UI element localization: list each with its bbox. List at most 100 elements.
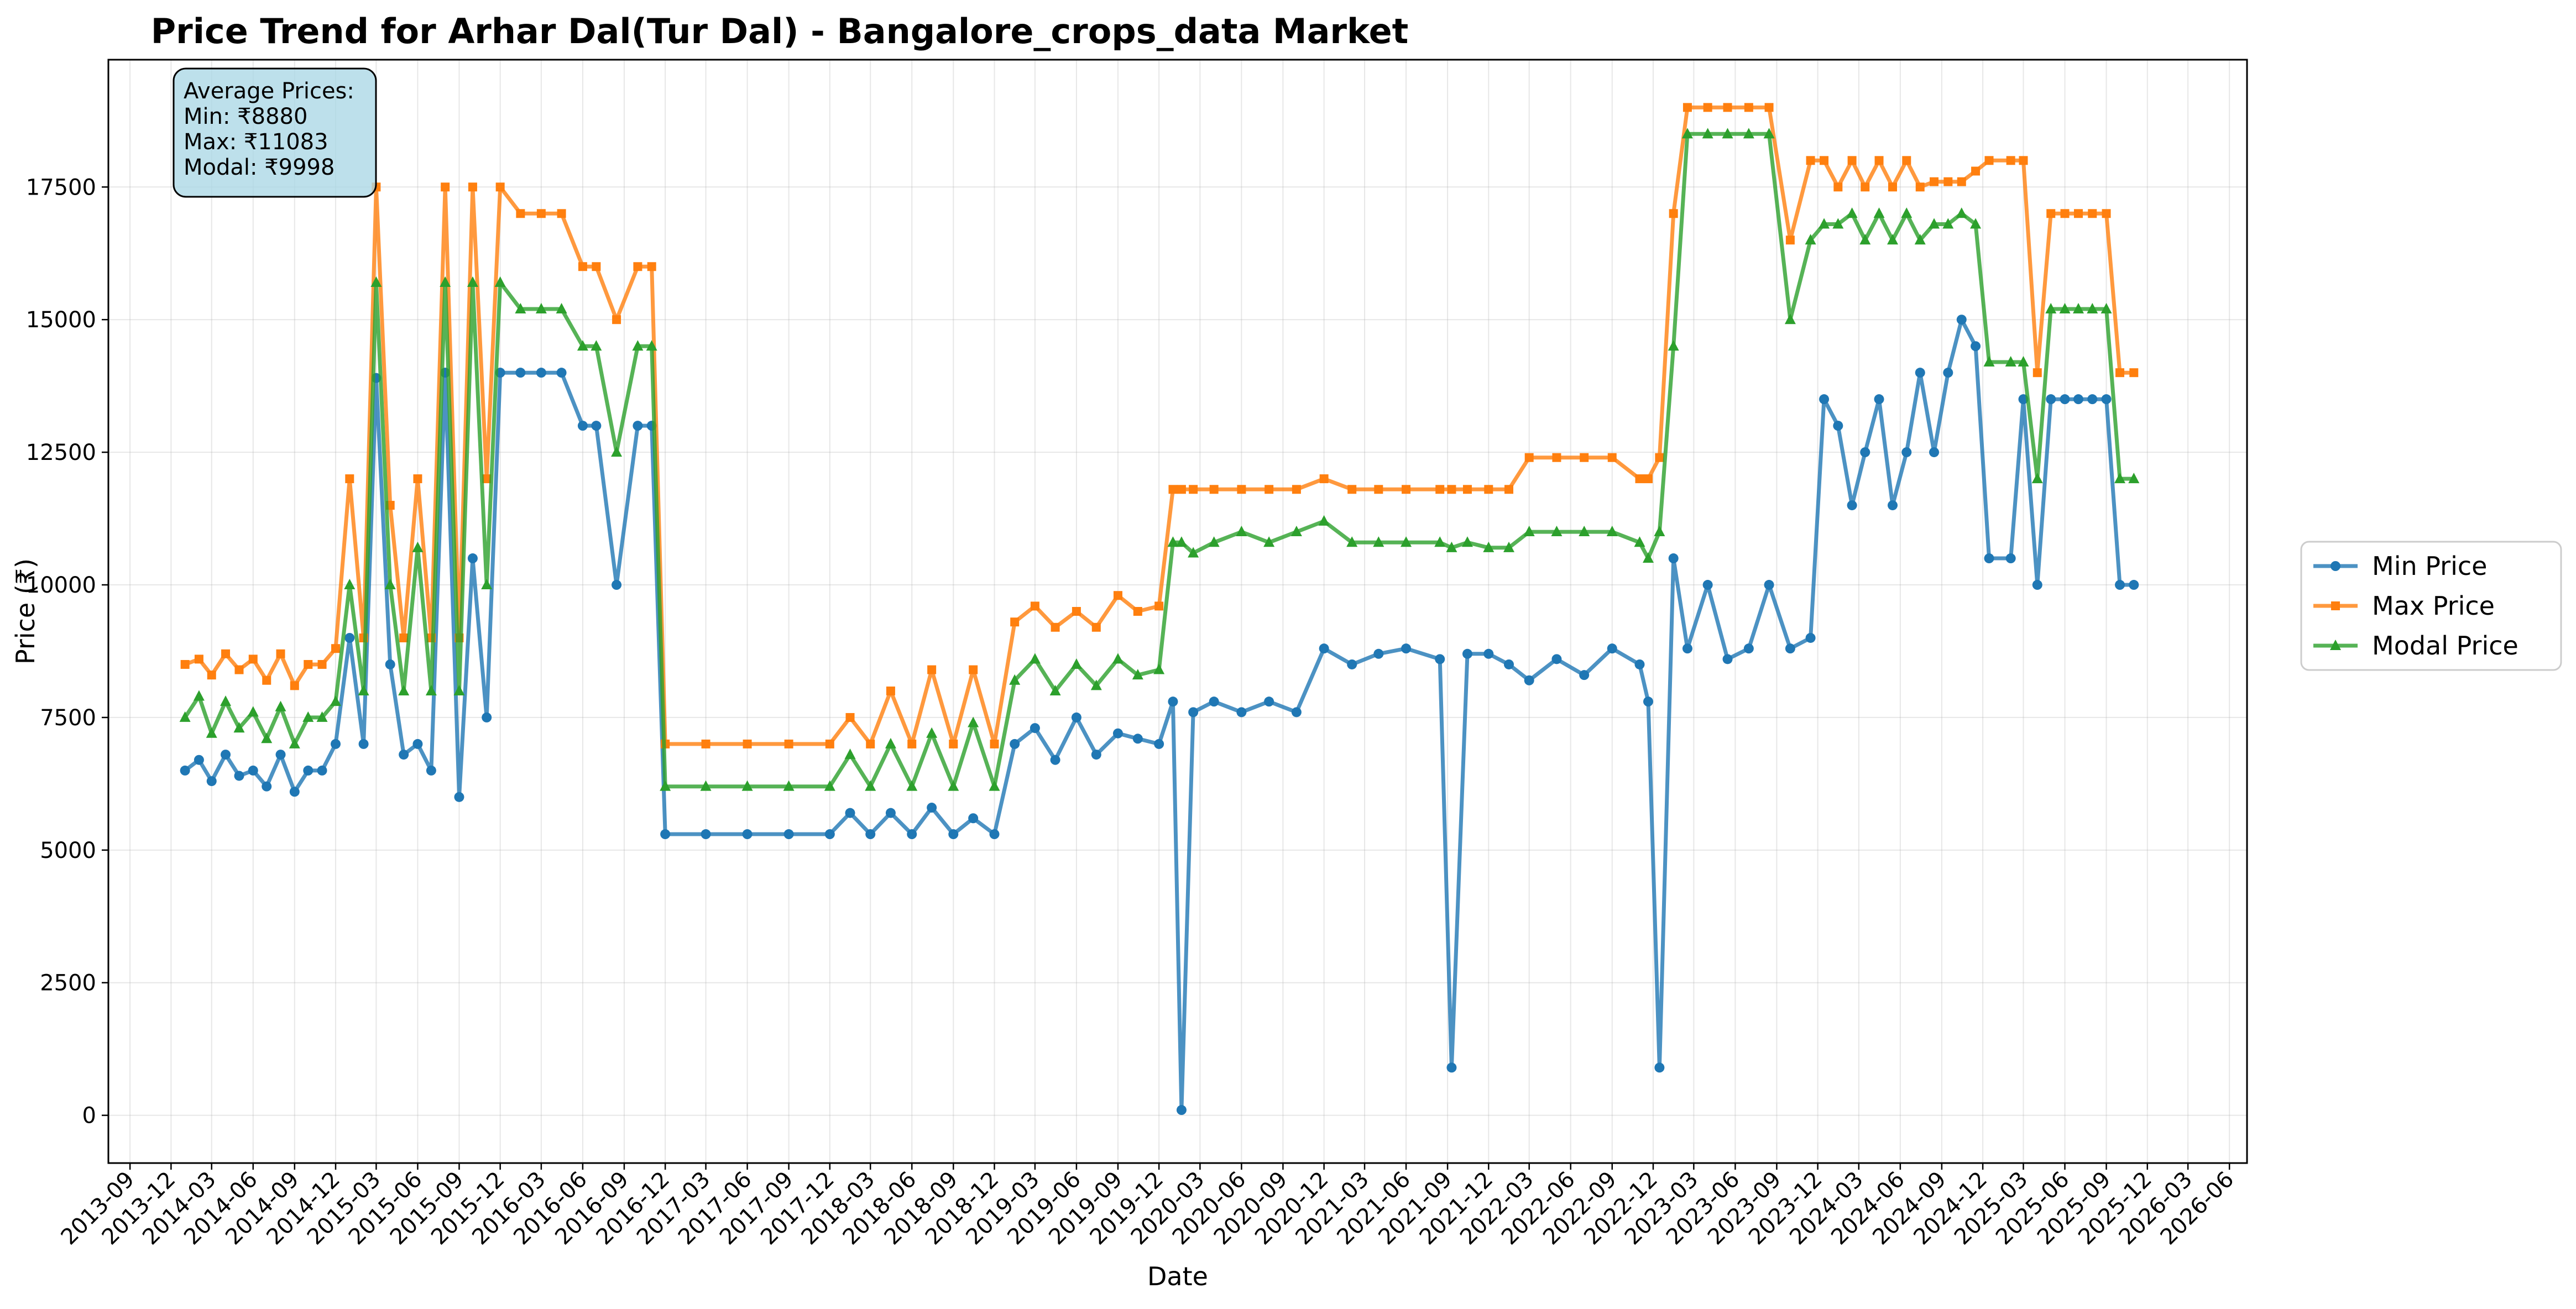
- data-point: [1846, 207, 1858, 218]
- legend: Min Price Max Price Modal Price: [2300, 541, 2562, 671]
- data-point: [1874, 394, 1884, 405]
- data-point: [1914, 234, 1926, 245]
- data-point: [1010, 617, 1020, 627]
- data-point: [578, 262, 587, 271]
- data-point: [1347, 659, 1357, 669]
- data-point: [1009, 674, 1021, 685]
- data-point: [1072, 607, 1081, 616]
- data-point: [743, 739, 752, 748]
- data-point: [1319, 643, 1329, 654]
- data-point: [1970, 218, 1982, 229]
- data-point: [345, 474, 354, 484]
- data-point: [2060, 394, 2070, 405]
- data-point: [633, 421, 643, 431]
- data-point: [556, 368, 567, 378]
- data-point: [426, 765, 436, 776]
- data-point: [741, 780, 753, 791]
- data-point: [1071, 712, 1081, 722]
- data-point: [2129, 580, 2139, 590]
- data-point: [481, 579, 493, 590]
- data-point: [1049, 684, 1061, 695]
- data-point: [515, 303, 526, 314]
- data-point: [399, 633, 409, 642]
- data-point: [1722, 654, 1733, 664]
- data-point: [385, 659, 395, 669]
- data-point: [1503, 659, 1514, 669]
- data-point: [612, 580, 622, 590]
- data-point: [179, 711, 191, 722]
- data-point: [1901, 447, 1912, 458]
- data-point: [194, 755, 204, 765]
- data-point: [1132, 734, 1143, 744]
- data-point: [317, 659, 327, 669]
- data-point: [1668, 553, 1679, 564]
- data-point: [866, 739, 875, 748]
- data-point: [1176, 1105, 1187, 1116]
- legend-marker: [2330, 640, 2341, 650]
- data-point: [969, 665, 978, 674]
- data-point: [440, 276, 451, 287]
- data-point: [234, 771, 244, 781]
- data-point: [331, 644, 341, 653]
- data-point: [1832, 218, 1844, 229]
- data-point: [1168, 485, 1178, 494]
- legend-marker: [2331, 561, 2340, 571]
- data-point: [1070, 658, 1082, 669]
- y-tick-label: 17500: [26, 175, 96, 200]
- data-point: [1050, 755, 1060, 765]
- y-tick-label: 0: [82, 1103, 96, 1129]
- y-tick-label: 5000: [40, 838, 96, 863]
- data-point: [742, 829, 753, 840]
- data-point: [1188, 547, 1199, 558]
- data-point: [220, 695, 232, 706]
- data-point: [660, 780, 671, 791]
- data-point: [370, 276, 382, 287]
- data-point: [1446, 1062, 1457, 1073]
- data-point: [207, 671, 216, 680]
- data-point: [1847, 500, 1857, 511]
- data-point: [1805, 632, 1816, 643]
- average-prices-line: Average Prices:: [184, 78, 354, 104]
- data-point: [557, 209, 566, 218]
- data-point: [1915, 368, 1925, 378]
- data-point: [1483, 648, 1494, 659]
- data-point: [1833, 421, 1843, 431]
- y-axis-ticks: 0 2500 5000 7500 10000 12500 15000 17500: [26, 175, 108, 1129]
- data-point: [2128, 473, 2140, 484]
- data-point: [221, 750, 231, 760]
- data-point: [2005, 355, 2016, 366]
- data-point: [453, 684, 465, 695]
- data-point: [1983, 355, 1995, 366]
- data-point: [1524, 453, 1534, 462]
- data-point: [1820, 156, 1829, 165]
- data-point: [413, 474, 422, 484]
- y-axis-label: Price (₹): [11, 558, 40, 664]
- average-prices-box: Average Prices: Min: ₹8880 Max: ₹11083 Moda…: [173, 67, 377, 198]
- data-point: [1764, 103, 1774, 112]
- series-min-price: [180, 315, 2139, 1116]
- data-point: [1154, 601, 1164, 611]
- data-point: [206, 776, 217, 787]
- data-point: [1133, 607, 1142, 616]
- data-point: [289, 737, 300, 748]
- data-point: [1984, 156, 1994, 165]
- x-axis-label: Date: [1147, 1261, 1208, 1291]
- data-point: [194, 654, 203, 664]
- average-prices-line: Min: ₹8880: [184, 104, 307, 129]
- data-point: [2088, 209, 2097, 218]
- data-point: [632, 340, 644, 351]
- data-point: [1265, 485, 1274, 494]
- average-prices-text: Average Prices: Min: ₹8880 Max: ₹11083 Moda…: [184, 78, 354, 180]
- data-point: [331, 739, 341, 749]
- data-point: [2006, 156, 2015, 165]
- data-point: [1743, 128, 1754, 139]
- data-point: [262, 781, 272, 792]
- data-point: [1683, 103, 1692, 112]
- data-point: [886, 686, 895, 695]
- data-point: [317, 765, 327, 776]
- data-point: [1168, 697, 1178, 707]
- data-point: [536, 368, 546, 378]
- data-point: [1030, 723, 1040, 734]
- data-point: [1702, 580, 1713, 590]
- data-point: [2032, 368, 2042, 378]
